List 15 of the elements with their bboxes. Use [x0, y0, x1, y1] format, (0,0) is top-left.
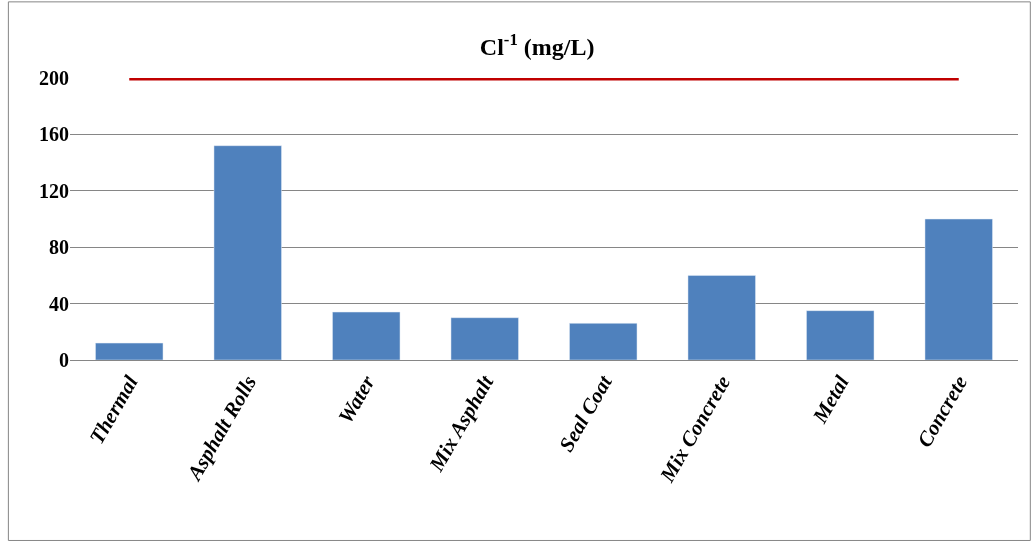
y-tick-label: 0	[59, 349, 69, 371]
y-tick-label: 200	[39, 67, 69, 89]
bar	[95, 342, 164, 360]
y-tick-label: 120	[39, 179, 69, 202]
y-tick-label: 160	[39, 123, 69, 146]
bar	[687, 275, 756, 360]
bar	[450, 317, 519, 360]
bar	[213, 145, 282, 360]
y-tick-label: 40	[49, 292, 69, 315]
bar	[924, 218, 993, 360]
bar	[806, 310, 875, 360]
bar	[332, 311, 401, 360]
y-tick-label: 80	[49, 236, 69, 259]
bar	[569, 323, 638, 360]
chart-title: Cl$^{-1}$ (mg/L)	[479, 29, 595, 60]
